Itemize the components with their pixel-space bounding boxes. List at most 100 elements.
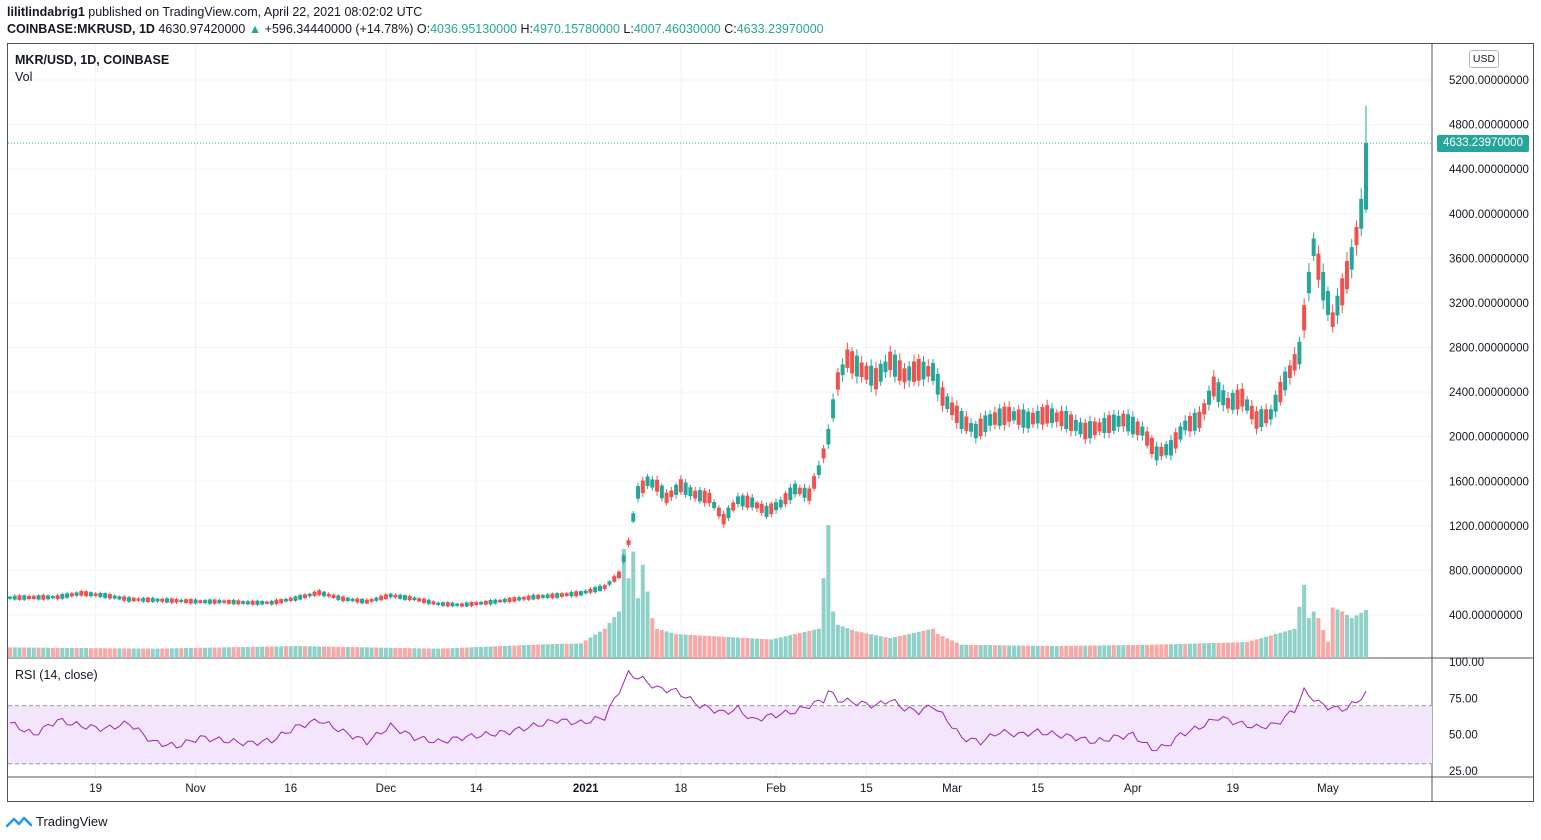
candle-body [1302, 305, 1307, 331]
volume-bar [783, 636, 788, 658]
volume-bar [831, 611, 836, 658]
volume-bar [150, 648, 155, 658]
volume-bar [1259, 638, 1264, 658]
candle-body [892, 354, 897, 377]
volume-bar [1102, 645, 1107, 658]
y-tick-label: 2000.00000000 [1449, 432, 1529, 444]
volume-bar [659, 630, 664, 658]
candle-body [835, 372, 840, 390]
candle-body [712, 502, 717, 509]
candle-body [1192, 412, 1197, 431]
volume-bar [231, 647, 236, 658]
candle-body [702, 490, 707, 504]
candle-body [1078, 422, 1083, 435]
volume-bar [593, 634, 598, 658]
currency-button[interactable]: USD [1469, 50, 1499, 68]
publisher-name[interactable]: lilitlindabrig1 [7, 5, 85, 19]
volume-bar [536, 644, 541, 658]
volume-bar [578, 643, 583, 658]
volume-bar [892, 637, 897, 658]
volume-bar [664, 631, 669, 658]
candle-body [1007, 406, 1012, 422]
volume-bar [155, 648, 160, 658]
volume-bar [1088, 645, 1093, 658]
candle-body [460, 603, 464, 607]
volume-bar [241, 647, 246, 658]
candle-body [1030, 412, 1035, 425]
volume-bar [873, 635, 878, 658]
volume-bar [778, 637, 783, 658]
volume-bar [464, 647, 469, 658]
volume-bar [364, 647, 369, 658]
candle-body [659, 485, 664, 499]
volume-bar [631, 551, 636, 658]
volume-bar [1130, 644, 1135, 658]
candle-body [969, 423, 974, 432]
volume-bar [103, 648, 108, 658]
volume-bar [793, 634, 798, 658]
candle-body [255, 600, 260, 605]
candle-body [388, 593, 393, 598]
volume-bar [107, 648, 112, 658]
volume-bar [617, 611, 622, 658]
candle-body [664, 492, 669, 504]
volume-bar [869, 634, 874, 658]
rsi-tick-label: 25.00 [1449, 766, 1478, 778]
candle-body [507, 597, 512, 603]
volume-bar [864, 633, 869, 658]
candle-body [250, 600, 255, 605]
candle-body [1121, 413, 1126, 427]
volume-bar [812, 629, 817, 658]
rsi-tick-label: 50.00 [1449, 730, 1478, 742]
candle-body [488, 600, 493, 605]
volume-bar [502, 645, 507, 658]
volume-bar [203, 647, 208, 658]
candle-body [545, 594, 550, 598]
volume-bar [517, 645, 522, 658]
candle-body [174, 599, 179, 603]
candle-body [293, 596, 298, 601]
candle-body [921, 361, 926, 380]
candle-body [859, 362, 864, 378]
volume-bar [731, 637, 736, 658]
candle-body [721, 513, 726, 525]
volume-bar [1292, 628, 1297, 658]
volume-bar [131, 648, 136, 658]
candle-body [1321, 272, 1326, 301]
candle-body [355, 598, 360, 603]
volume-bar [1340, 611, 1345, 658]
candle-body [645, 476, 650, 487]
volume-bar [1097, 645, 1102, 658]
candle-body [759, 503, 764, 513]
volume-bar [916, 631, 921, 658]
candle-body [531, 594, 536, 600]
tradingview-brand[interactable]: TradingView [6, 814, 108, 829]
volume-bar [302, 646, 307, 658]
volume-bar [531, 644, 536, 658]
volume-bar [1073, 645, 1078, 658]
volume-bar [921, 630, 926, 658]
volume-bar [655, 628, 660, 658]
volume-bar [1316, 618, 1321, 658]
volume-bar [540, 644, 545, 658]
volume-bar [774, 638, 779, 658]
volume-bar [1273, 634, 1278, 658]
candle-body [1187, 415, 1192, 432]
volume-bar [55, 647, 60, 658]
candle-body [526, 595, 531, 600]
volume-bar [1306, 618, 1311, 658]
candle-body [888, 351, 893, 371]
h-label: H: [520, 22, 534, 36]
volume-bar [931, 628, 936, 658]
candle-body [1054, 412, 1059, 422]
candle-body [564, 593, 569, 597]
volume-bar [1092, 645, 1097, 658]
volume-bar [1035, 645, 1040, 658]
volume-bar [950, 640, 955, 658]
volume-bar [669, 632, 674, 658]
candle-body [731, 502, 736, 511]
volume-bar [436, 648, 441, 658]
legend-symbol: MKR/USD, 1D, COINBASE [15, 53, 170, 67]
candle-body [212, 599, 217, 604]
